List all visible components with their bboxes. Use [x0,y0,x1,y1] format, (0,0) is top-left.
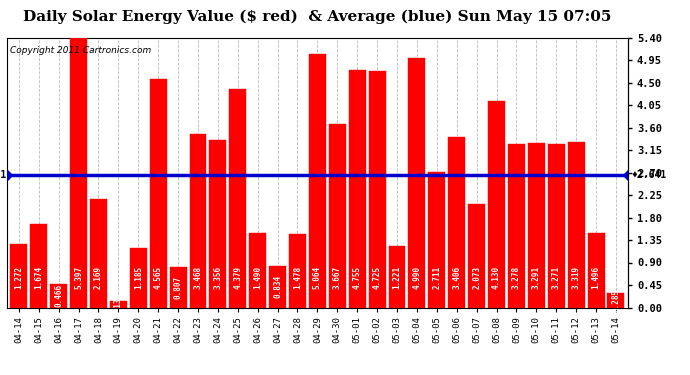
Text: 0.285: 0.285 [611,289,620,312]
Bar [607,293,624,308]
Text: ♦2.641: ♦2.641 [631,171,667,180]
Text: Daily Solar Energy Value ($ red)  & Average (blue) Sun May 15 07:05: Daily Solar Energy Value ($ red) & Avera… [23,10,611,24]
Text: 4.379: 4.379 [233,266,242,289]
Text: 3.278: 3.278 [512,266,521,289]
Text: 1.674: 1.674 [34,266,43,289]
Bar [30,224,47,308]
Bar [90,199,107,308]
Text: 3.271: 3.271 [552,266,561,289]
Bar [309,54,326,307]
Bar [568,141,584,308]
Bar [469,204,485,308]
Bar [548,144,564,308]
Bar [588,233,604,308]
Bar [190,134,206,308]
Bar [488,101,505,308]
Text: 1.478: 1.478 [293,266,302,289]
Bar [289,234,306,308]
Bar [150,79,166,308]
Bar [448,137,465,308]
Text: 3.291: 3.291 [532,266,541,289]
Text: 1.490: 1.490 [253,266,262,289]
Text: 0.834: 0.834 [273,275,282,298]
Text: 0.136: 0.136 [114,292,123,316]
Bar [368,71,386,308]
Text: 4.725: 4.725 [373,266,382,289]
Bar [388,246,406,308]
Text: ♦2.641: ♦2.641 [0,171,6,180]
Text: 1.221: 1.221 [393,266,402,289]
Bar [528,143,545,308]
Bar [269,266,286,308]
Bar [70,38,87,308]
Bar [329,124,346,308]
Text: 3.319: 3.319 [571,266,581,289]
Bar [229,88,246,308]
Bar [249,233,266,308]
Text: 3.468: 3.468 [193,266,202,289]
Text: 4.565: 4.565 [154,266,163,289]
Text: 3.356: 3.356 [213,266,222,289]
Text: 4.755: 4.755 [353,266,362,289]
Text: 4.130: 4.130 [492,266,501,289]
Text: 1.496: 1.496 [591,266,600,289]
Bar [348,70,366,308]
Text: 2.711: 2.711 [433,266,442,289]
Bar [508,144,525,308]
Text: 5.064: 5.064 [313,266,322,289]
Text: 1.272: 1.272 [14,266,23,289]
Text: 3.406: 3.406 [452,266,461,289]
Bar [170,267,186,308]
Bar [408,58,425,308]
Bar [130,248,147,308]
Text: 1.185: 1.185 [134,266,143,290]
Text: 2.169: 2.169 [94,266,103,289]
Bar [428,172,445,308]
Text: 2.073: 2.073 [472,266,481,289]
Text: 5.397: 5.397 [74,266,83,289]
Text: Copyright 2011 Cartronics.com: Copyright 2011 Cartronics.com [10,46,151,55]
Bar [50,284,67,308]
Bar [10,244,28,308]
Text: 4.990: 4.990 [413,266,422,289]
Text: 3.667: 3.667 [333,266,342,289]
Bar [210,140,226,308]
Text: 0.466: 0.466 [54,284,63,308]
Bar [110,301,127,307]
Text: 0.807: 0.807 [174,276,183,299]
